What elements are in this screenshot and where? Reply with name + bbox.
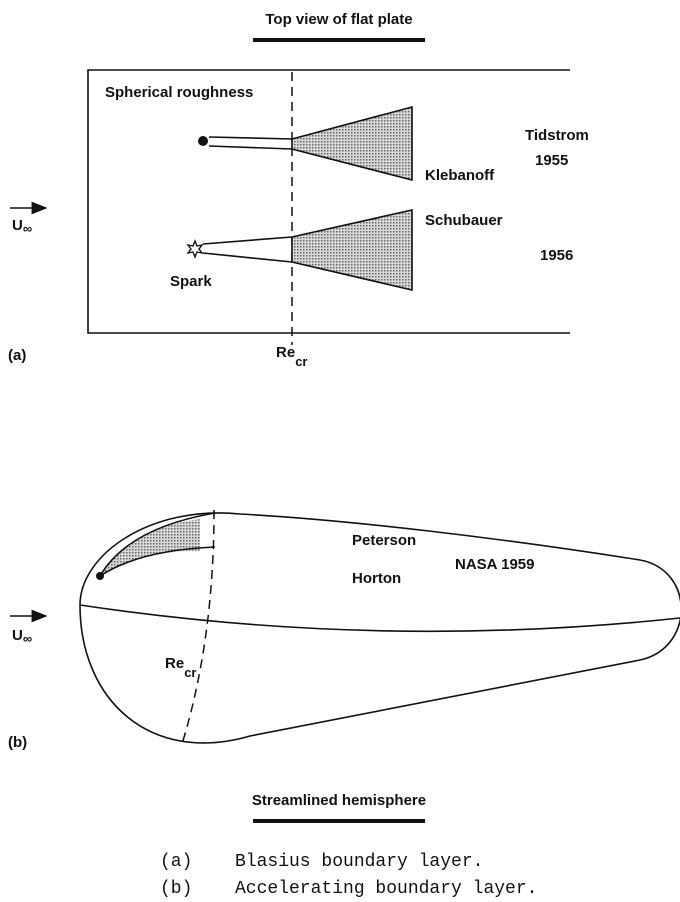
- title-b: Streamlined hemisphere: [252, 792, 426, 809]
- label: Spark: [170, 273, 212, 290]
- velocity-label: U∞: [12, 217, 32, 236]
- label: Schubauer: [425, 212, 503, 229]
- caption-label: (a): [160, 852, 192, 872]
- turbulent-wedge: [292, 107, 412, 180]
- roughness-dot: [198, 136, 208, 146]
- caption-label: (b): [160, 879, 192, 899]
- velocity-label: U∞: [12, 627, 32, 646]
- spark-icon: [188, 241, 202, 257]
- panel-label: (b): [8, 734, 27, 751]
- caption-text: Accelerating boundary layer.: [235, 879, 537, 899]
- figure: Top view of flat plate Spherical roughne…: [0, 0, 680, 902]
- label: Spherical roughness: [105, 84, 253, 101]
- label: 1955: [535, 152, 568, 169]
- midline: [80, 605, 680, 631]
- label: Tidstrom: [525, 127, 589, 144]
- title-a: Top view of flat plate: [265, 11, 412, 28]
- plate: [88, 70, 570, 333]
- caption-text: Blasius boundary layer.: [235, 852, 483, 872]
- wake-lines: [209, 137, 292, 149]
- turbulent-wedge: [292, 210, 412, 290]
- panel-label: (a): [8, 347, 26, 364]
- label: Klebanoff: [425, 167, 495, 184]
- reynolds-label: Recr: [276, 344, 307, 369]
- roughness-dot: [96, 572, 104, 580]
- label: Peterson: [352, 532, 416, 549]
- label: Horton: [352, 570, 401, 587]
- label: 1956: [540, 247, 573, 264]
- wake-lines: [203, 237, 292, 262]
- reynolds-label: Recr: [165, 655, 196, 680]
- label: NASA 1959: [455, 556, 534, 573]
